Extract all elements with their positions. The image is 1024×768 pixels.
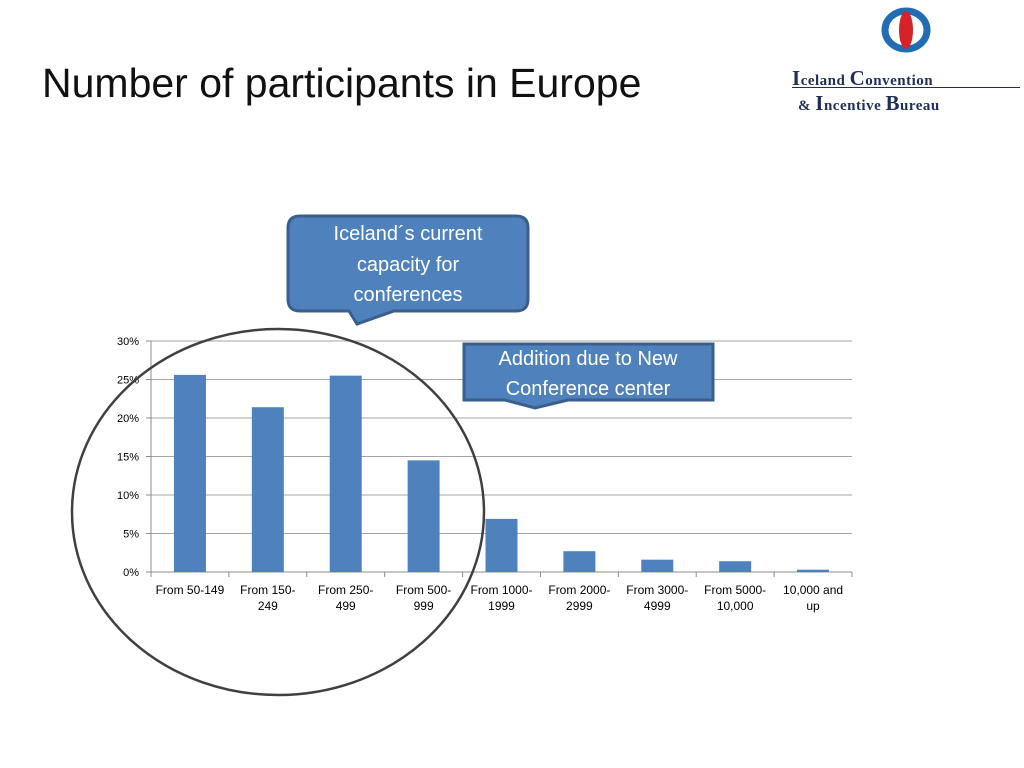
bar xyxy=(641,559,674,572)
y-tick-label: 15% xyxy=(117,452,139,464)
x-tick-label: 10,000 and up xyxy=(783,583,843,613)
bar xyxy=(563,551,596,572)
callout-addition xyxy=(462,342,715,410)
logo: Iceland Convention & Incentive Bureau xyxy=(780,6,1020,116)
logo-emblem-icon xyxy=(881,7,931,53)
x-tick-label: From 5000-10,000 xyxy=(704,583,766,613)
x-tick-label: From 500-999 xyxy=(396,583,451,613)
slide-title: Number of participants in Europe xyxy=(42,60,642,106)
x-tick-label: From 3000-4999 xyxy=(626,583,688,613)
y-tick-label: 10% xyxy=(117,490,139,502)
logo-line-1: Iceland Convention xyxy=(792,66,934,90)
bar xyxy=(251,407,284,572)
callout-current-capacity-text: Iceland´s current capacity for conferenc… xyxy=(333,223,483,306)
logo-line-2: & Incentive Bureau xyxy=(798,91,940,115)
y-tick-label: 25% xyxy=(117,375,139,387)
x-tick-label: From 50-149 xyxy=(156,583,225,597)
x-tick-label: From 250-499 xyxy=(318,583,373,613)
y-tick-label: 20% xyxy=(117,413,139,425)
y-tick-label: 30% xyxy=(117,336,139,348)
bar xyxy=(173,374,206,572)
callout-current-capacity xyxy=(286,214,530,326)
logo-divider xyxy=(792,87,1020,88)
bar xyxy=(407,460,440,572)
bar xyxy=(485,518,518,572)
highlight-circle xyxy=(70,327,486,697)
callout-addition-text: Addition due to New Conference center xyxy=(498,348,678,400)
bar xyxy=(719,561,752,572)
bar xyxy=(329,375,362,572)
y-tick-label: 0% xyxy=(123,567,139,579)
x-tick-label: From 2000-2999 xyxy=(548,583,610,613)
bar xyxy=(797,569,830,572)
y-tick-label: 5% xyxy=(123,529,139,541)
x-tick-label: From 150-249 xyxy=(240,583,295,613)
x-tick-label: From 1000-1999 xyxy=(470,583,532,613)
